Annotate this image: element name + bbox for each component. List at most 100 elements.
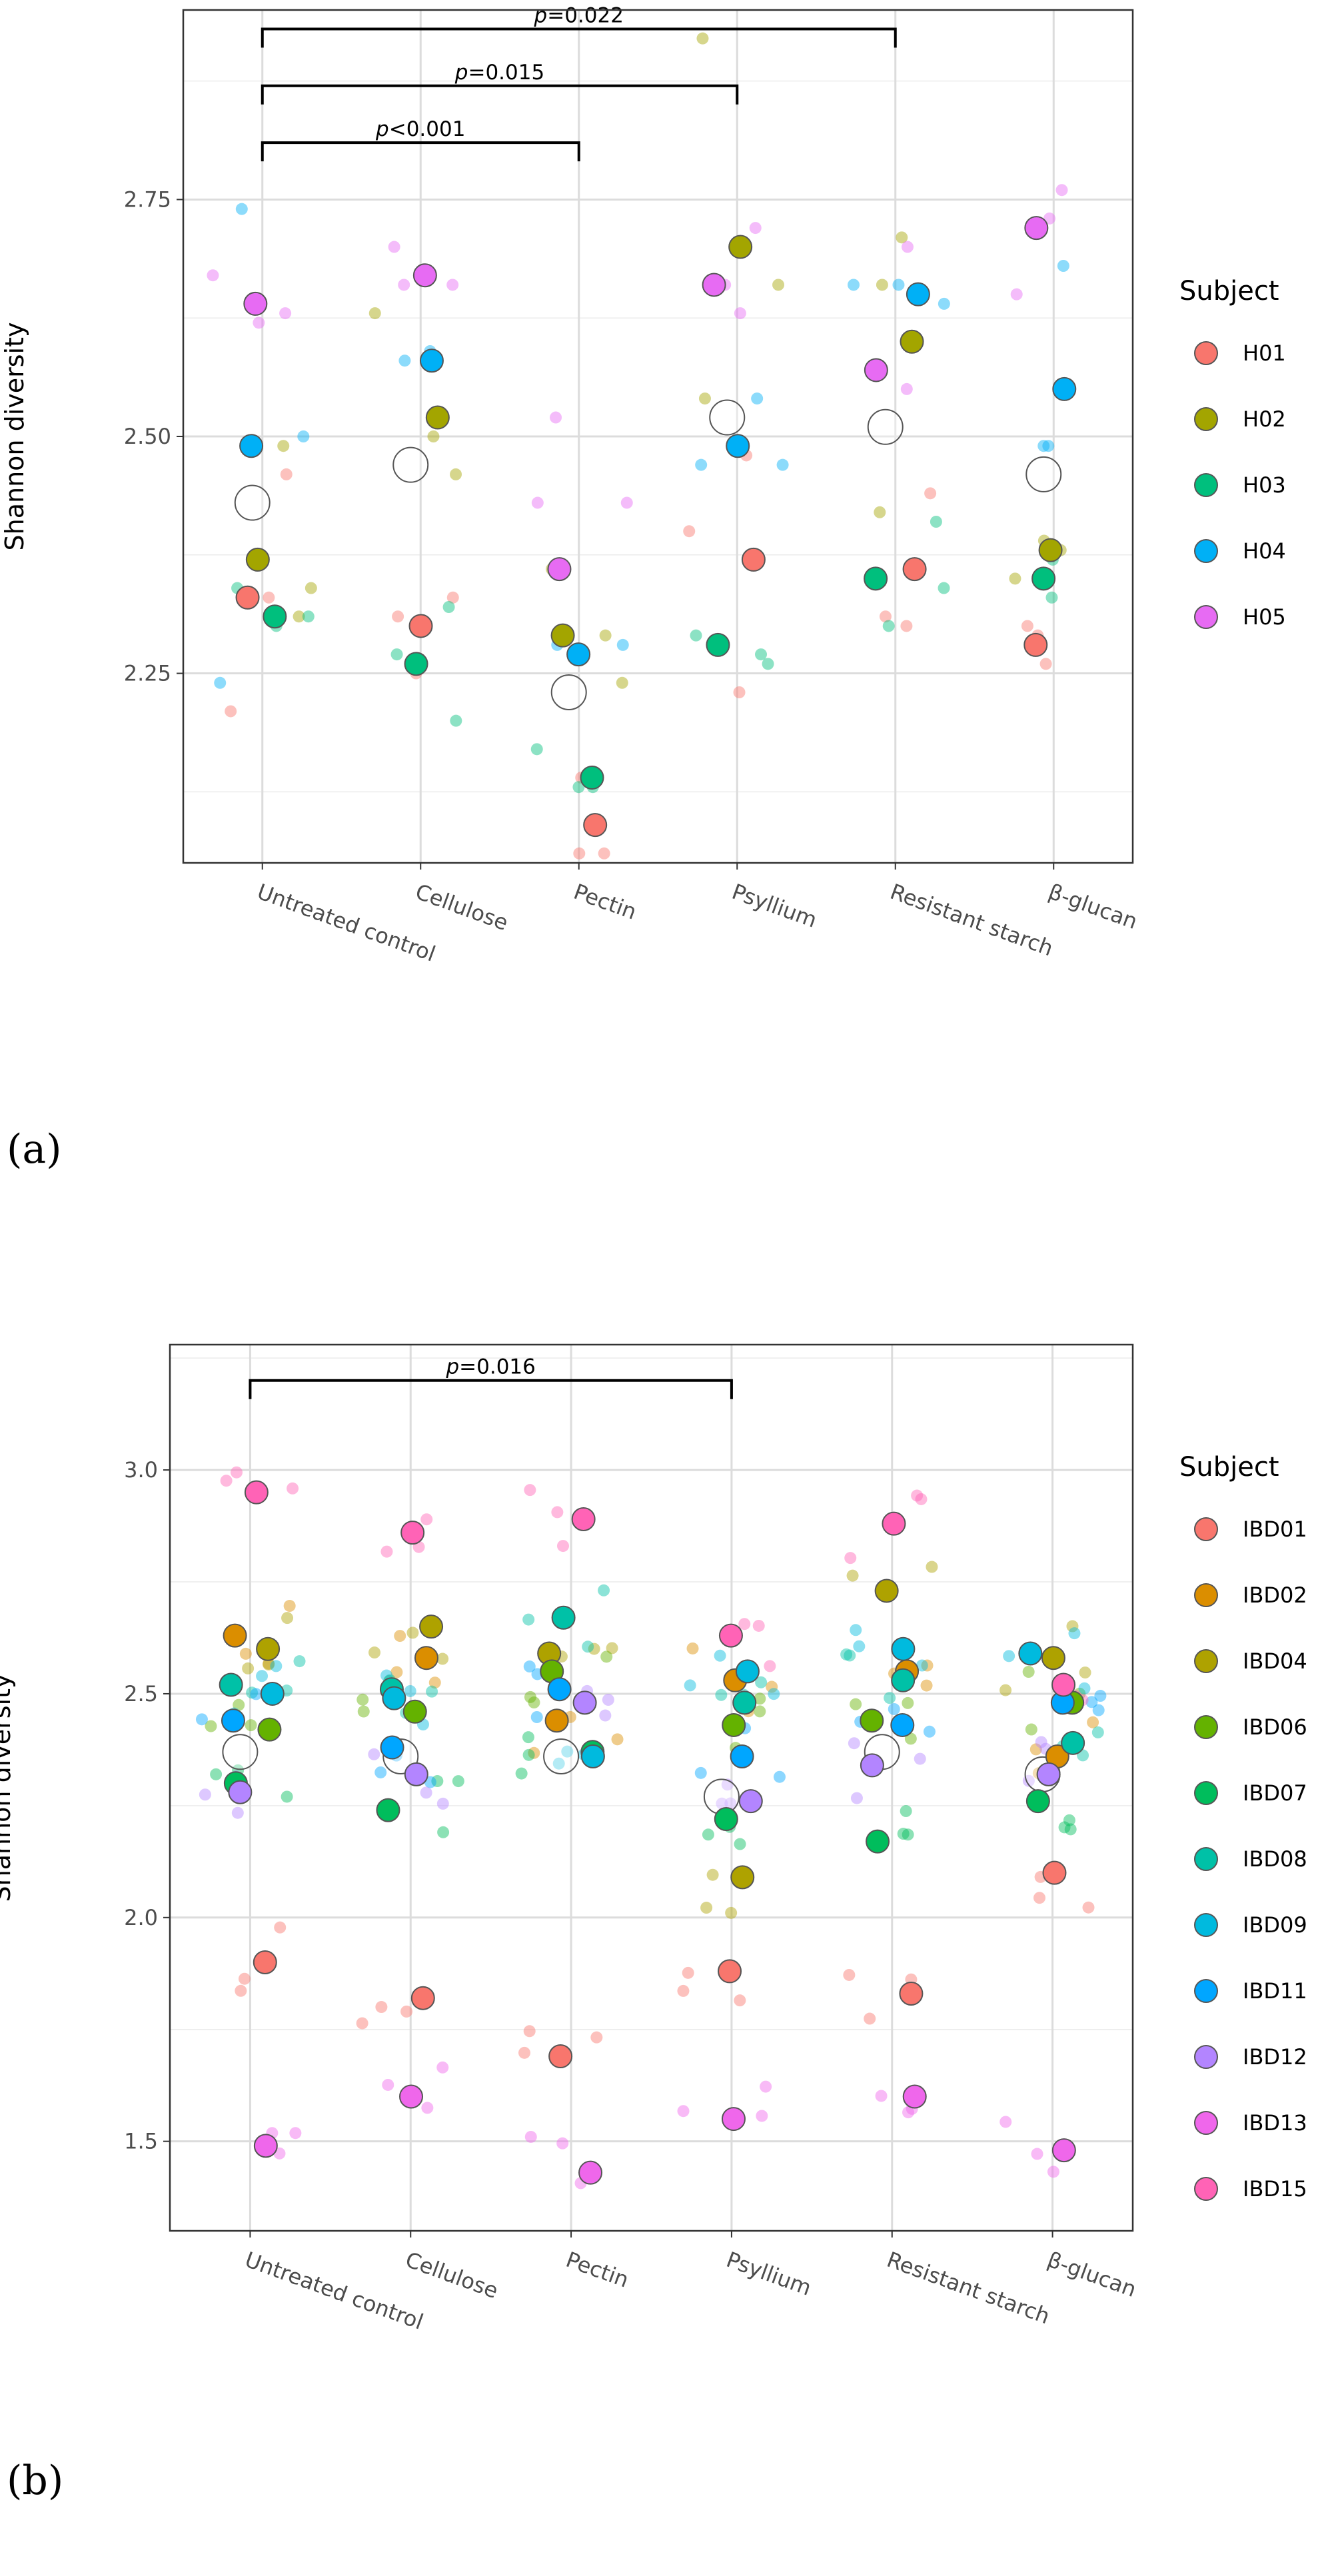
replicate-point — [293, 610, 305, 623]
replicate-point — [888, 1702, 900, 1715]
subject-mean-point — [730, 1865, 755, 1890]
subject-mean-point — [404, 652, 428, 676]
replicate-point — [573, 847, 586, 860]
legend-key — [1194, 1583, 1218, 1607]
legend-key — [1194, 473, 1218, 497]
replicate-point — [734, 307, 746, 320]
replicate-point — [195, 1713, 208, 1726]
subject-mean-point — [718, 1623, 743, 1648]
replicate-point — [1087, 1716, 1099, 1728]
replicate-point — [446, 591, 459, 604]
replicate-point — [1035, 1736, 1047, 1748]
subject-mean-point — [1061, 1730, 1085, 1755]
legend-label: IBD06 — [1243, 1714, 1307, 1740]
legend-label: IBD15 — [1243, 2176, 1307, 2202]
replicate-point — [600, 1650, 613, 1663]
subject-mean-point — [404, 1762, 428, 1786]
y-tick-label: 2.5 — [124, 1681, 158, 1706]
panel-a: 2.25 2.50 2.75 Untreated control Cellulose Pe… — [0, 3, 1286, 1173]
legend-key — [1194, 605, 1218, 629]
replicate-point — [297, 430, 310, 442]
subject-mean-point — [551, 1605, 576, 1630]
replicate-point — [515, 1767, 528, 1780]
replicate-point — [677, 2105, 690, 2118]
replicate-point — [572, 781, 585, 794]
replicate-point — [205, 1720, 217, 1732]
replicate-point — [442, 601, 455, 613]
legend-title: Subject — [1179, 276, 1279, 307]
replicate-point — [1009, 572, 1021, 585]
legend-label: IBD12 — [1243, 2044, 1307, 2070]
significance-bracket — [261, 141, 580, 162]
subject-mean-point — [547, 1677, 572, 1702]
subject-mean-point — [741, 547, 766, 572]
subject-mean-point — [866, 1829, 890, 1854]
replicate-point — [436, 2061, 449, 2074]
replicate-point — [611, 1733, 624, 1746]
legend-key — [1194, 1517, 1218, 1541]
subject-mean-point — [547, 557, 572, 582]
subject-mean-point — [864, 358, 888, 382]
replicate-point — [588, 1642, 600, 1655]
replicate-point — [620, 496, 633, 509]
replicate-point — [901, 241, 914, 253]
replicate-point — [706, 1868, 719, 1881]
legend-key — [1194, 1913, 1218, 1937]
replicate-point — [368, 1646, 381, 1659]
subject-mean-point — [548, 2044, 573, 2069]
subject-mean-point — [235, 585, 260, 610]
subject-mean-point — [732, 1690, 757, 1715]
replicate-point — [760, 2080, 772, 2093]
panel-b: 1.5 2.0 2.5 3.0 Untreated control Cellulose Pe… — [0, 1288, 1318, 2576]
replicate-point — [915, 1493, 928, 1505]
replicate-point — [428, 1676, 441, 1689]
replicate-point — [930, 516, 942, 528]
legend-label: IBD04 — [1243, 1648, 1307, 1674]
replicate-point — [749, 222, 762, 235]
subject-mean-point — [1038, 538, 1063, 562]
x-tick-label: β-glucan — [1045, 879, 1141, 934]
replicate-point — [698, 392, 711, 405]
replicate-point — [280, 468, 293, 480]
subject-mean-point — [1018, 1641, 1043, 1666]
subject-mean-point — [566, 642, 591, 667]
legend-title: Subject — [1179, 1452, 1279, 1483]
replicate-point — [846, 1569, 859, 1582]
replicate-point — [1064, 1823, 1077, 1836]
replicate-point — [702, 1828, 714, 1841]
replicate-point — [263, 591, 275, 604]
subject-mean-point — [400, 1521, 425, 1545]
panel-label-a: (a) — [7, 1126, 62, 1173]
subject-mean-point — [714, 1807, 738, 1832]
subject-mean-point — [1024, 216, 1049, 241]
replicate-point — [214, 676, 227, 689]
replicate-point — [606, 1642, 618, 1654]
legend-key — [1194, 1979, 1218, 2003]
replicate-point — [754, 1705, 766, 1718]
replicate-point — [450, 714, 462, 727]
replicate-point — [1003, 1650, 1015, 1662]
subject-mean-point — [219, 1672, 243, 1697]
replicate-point — [914, 1752, 926, 1765]
replicate-point — [876, 279, 888, 291]
replicate-point — [874, 506, 886, 518]
subject-mean-point — [578, 2160, 603, 2185]
replicate-point — [522, 1613, 535, 1626]
y-tick-label: 2.25 — [124, 661, 171, 686]
replicate-point — [848, 279, 860, 291]
replicate-point — [844, 1649, 856, 1662]
significance-bracket — [261, 27, 897, 48]
replicate-point — [751, 392, 764, 405]
replicate-point — [696, 32, 709, 45]
replicate-point — [523, 2025, 536, 2038]
replicate-point — [1047, 2166, 1059, 2178]
replicate-point — [270, 1660, 283, 1672]
replicate-point — [900, 620, 913, 632]
legend-label: H03 — [1243, 472, 1286, 498]
y-tick-label: 1.5 — [124, 2129, 158, 2154]
replicate-point — [557, 1540, 570, 1553]
subject-mean-point — [223, 1623, 247, 1648]
replicate-point — [582, 1640, 594, 1653]
replicate-point — [239, 1647, 252, 1660]
replicate-point — [420, 1786, 432, 1799]
